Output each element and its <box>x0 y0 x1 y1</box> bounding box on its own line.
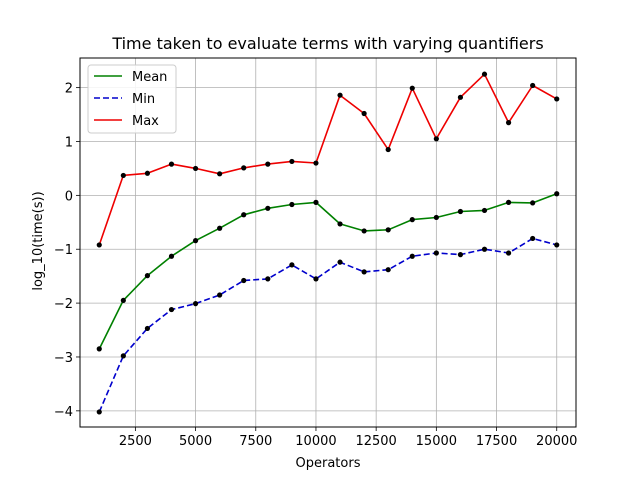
data-point-max <box>289 158 295 165</box>
chart-title: Time taken to evaluate terms with varyin… <box>111 34 543 53</box>
data-point-min <box>481 246 488 252</box>
data-point-mean <box>120 297 126 304</box>
data-point-max <box>265 161 271 167</box>
data-point-min <box>457 252 464 258</box>
data-point-mean <box>457 208 464 215</box>
x-tick-label: 10000 <box>295 434 336 449</box>
x-tick-label: 2500 <box>119 434 152 449</box>
data-point-max <box>313 160 319 166</box>
data-point-max <box>457 94 464 100</box>
data-point-mean <box>481 207 488 214</box>
data-point-mean <box>241 212 247 218</box>
x-axis-label: Operators <box>296 456 361 471</box>
legend-label-mean: Mean <box>132 70 167 85</box>
data-point-max <box>337 92 343 98</box>
data-point-max <box>433 136 439 142</box>
x-axis-ticks: 2500 5000 7500 10000 12500 15000 17500 20000 <box>119 427 577 449</box>
data-point-max <box>241 165 247 171</box>
data-point-mean <box>361 228 367 234</box>
data-point-min <box>265 276 271 282</box>
x-tick-label: 15000 <box>416 434 457 449</box>
data-point-max <box>192 165 199 172</box>
data-point-min <box>96 409 102 415</box>
x-tick-label: 7500 <box>239 434 272 449</box>
y-tick-label: −1 <box>54 243 73 258</box>
data-point-min <box>385 267 391 273</box>
data-point-mean <box>96 346 102 352</box>
data-point-min <box>337 259 343 265</box>
legend-box <box>87 64 177 134</box>
x-tick-label: 20000 <box>536 434 577 449</box>
y-axis-ticks: −4 −3 −2 −1 0 1 2 <box>54 82 80 420</box>
data-point-max <box>505 120 512 126</box>
series-layer <box>96 71 560 415</box>
data-point-min <box>433 250 439 256</box>
y-tick-label: −2 <box>54 297 73 312</box>
data-point-min <box>192 301 199 307</box>
data-point-max <box>217 171 223 177</box>
data-point-mean <box>265 205 271 211</box>
data-point-max <box>554 96 560 102</box>
data-point-max <box>120 172 126 179</box>
data-point-mean <box>337 221 343 227</box>
data-point-min <box>144 325 151 332</box>
series-line-max <box>98 73 558 246</box>
data-point-max <box>96 242 102 248</box>
data-point-mean <box>530 200 536 206</box>
data-point-max <box>481 71 488 77</box>
data-point-mean <box>192 238 199 244</box>
data-point-mean <box>144 273 151 279</box>
plot-frame <box>79 57 577 428</box>
data-point-min <box>241 277 247 284</box>
data-point-min <box>554 242 560 248</box>
data-point-min <box>120 353 126 359</box>
x-tick-label: 5000 <box>179 434 212 449</box>
y-tick-label: 0 <box>65 189 73 204</box>
data-point-min <box>361 269 367 275</box>
legend-label-min: Min <box>132 92 155 107</box>
series-line-mean <box>98 192 557 350</box>
legend-label-max: Max <box>132 114 159 129</box>
data-point-mean <box>217 225 223 231</box>
legend: Mean Min Max <box>87 64 177 134</box>
y-tick-label: −3 <box>54 351 73 366</box>
y-tick-label: 1 <box>65 135 73 150</box>
data-point-mean <box>289 201 295 208</box>
data-point-mean <box>433 214 439 221</box>
y-tick-label: 2 <box>65 82 73 97</box>
y-tick-label: −4 <box>54 405 73 420</box>
data-point-min <box>505 250 512 256</box>
data-point-mean <box>409 217 415 223</box>
data-point-min <box>313 276 319 282</box>
data-point-min <box>217 292 223 298</box>
data-point-max <box>409 85 415 91</box>
grid-lines <box>80 58 576 427</box>
data-point-mean <box>554 191 560 197</box>
data-point-min <box>168 306 175 313</box>
series-line-min <box>98 237 557 413</box>
data-point-mean <box>168 253 175 259</box>
x-tick-label: 12500 <box>355 434 396 449</box>
data-point-mean <box>505 199 512 205</box>
data-point-max <box>168 161 175 167</box>
y-axis-label: log_10(time(s)) <box>31 191 46 290</box>
data-point-min <box>409 253 415 259</box>
data-point-min <box>289 262 295 268</box>
data-point-mean <box>313 199 319 205</box>
data-point-mean <box>385 227 391 233</box>
data-point-min <box>530 235 536 242</box>
data-point-max <box>530 82 536 89</box>
data-point-max <box>144 170 151 176</box>
data-point-max <box>361 110 367 117</box>
data-point-max <box>385 146 391 153</box>
x-tick-label: 17500 <box>476 434 517 449</box>
